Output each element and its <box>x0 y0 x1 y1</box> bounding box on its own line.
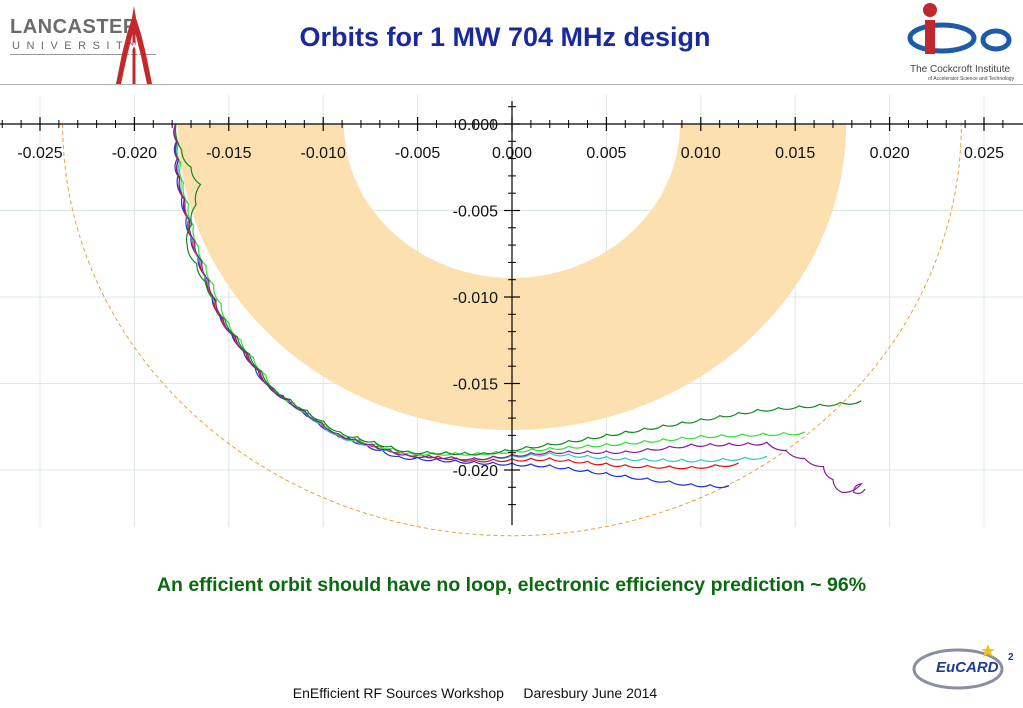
header-divider <box>0 84 1023 85</box>
eucard-superscript: 2 <box>1008 652 1014 663</box>
chart-tick-labels: -0.025 -0.020 -0.015 -0.010 -0.005 0.000 0.005… <box>17 117 1004 480</box>
orbit-line-purple <box>173 123 866 495</box>
lancaster-logo-rule <box>10 54 156 55</box>
x-tick-label: 0.025 <box>964 145 1004 162</box>
orbit-line-green <box>174 123 862 456</box>
y-tick-label: -0.015 <box>453 377 498 394</box>
y-tick-label: 0.000 <box>458 117 498 134</box>
x-tick-label: -0.015 <box>206 145 251 162</box>
x-tick-label: -0.025 <box>17 145 62 162</box>
chart-series <box>173 123 866 495</box>
x-tick-label: 0.005 <box>586 145 626 162</box>
eucard-swoosh-icon <box>912 644 1004 690</box>
x-tick-label: -0.020 <box>112 145 157 162</box>
chart-axes <box>0 101 1023 525</box>
orbit-line-blue <box>173 123 730 489</box>
orbit-chart: -0.025 -0.020 -0.015 -0.010 -0.005 0.000 0.005… <box>0 95 1023 537</box>
x-tick-label: 0.020 <box>870 145 910 162</box>
boundary-dashed-arc <box>62 123 962 537</box>
lancaster-university-text: UNIVERSITY <box>12 40 144 52</box>
cockcroft-tagline: of Accelerator Science and Technology <box>928 76 1015 82</box>
eucard-logo: EuCARD 2 <box>908 640 1020 696</box>
cockcroft-institute-logo: The Cockcroft Institute of Accelerator S… <box>898 2 1022 86</box>
cockcroft-name: The Cockcroft Institute <box>910 64 1011 75</box>
chart-shapes <box>62 123 962 537</box>
lancaster-crest-icon <box>116 6 152 84</box>
annulus-band <box>177 124 847 431</box>
lancaster-university-logo: LANCASTER UNIVERSITY <box>8 4 158 84</box>
efficiency-caption: An efficient orbit should have no loop, … <box>156 574 867 596</box>
y-tick-label: -0.010 <box>453 290 498 307</box>
page-title: Orbits for 1 MW 704 MHz design <box>299 22 711 52</box>
y-tick-label: -0.005 <box>453 204 498 221</box>
x-tick-label: 0.010 <box>681 145 721 162</box>
x-tick-label: 0.000 <box>492 145 532 162</box>
footer-text: EnEfficient RF Sources Workshop Daresbur… <box>292 685 658 701</box>
x-tick-label: -0.010 <box>301 145 346 162</box>
eucard-text: EuCARD <box>936 659 999 676</box>
lancaster-wordmark: LANCASTER <box>10 16 138 38</box>
cockcroft-emblem-icon <box>907 3 1012 54</box>
x-tick-label: -0.005 <box>395 145 440 162</box>
x-tick-label: 0.015 <box>775 145 815 162</box>
y-tick-label: -0.020 <box>453 463 498 480</box>
